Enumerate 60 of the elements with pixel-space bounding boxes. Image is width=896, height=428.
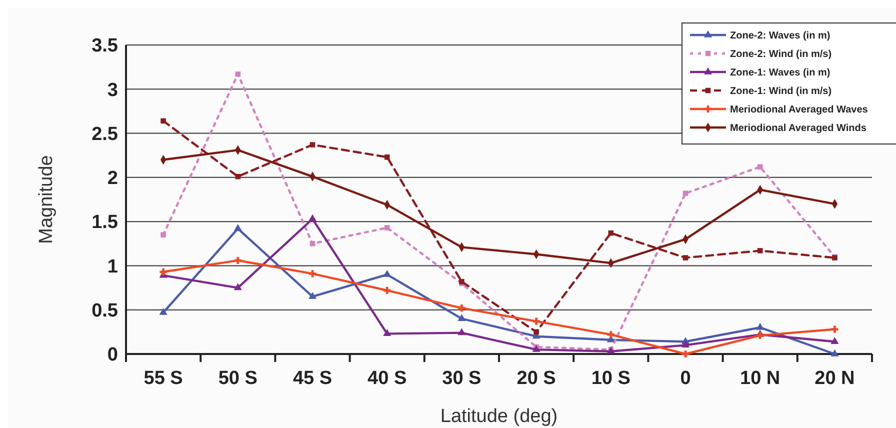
x-tick-label: 10 N	[740, 368, 780, 389]
point	[831, 326, 838, 333]
point	[682, 255, 688, 260]
point	[235, 71, 241, 77]
x-tick-label: 20 N	[814, 368, 855, 389]
point	[308, 214, 317, 222]
point	[308, 292, 317, 299]
y-axis-title: Magnitude	[36, 155, 57, 244]
point	[458, 328, 466, 336]
point	[681, 340, 690, 348]
y-tick-label: 2.5	[92, 124, 118, 145]
point	[607, 331, 614, 338]
x-tick-label: 30 S	[442, 368, 482, 389]
point	[830, 336, 839, 344]
point	[308, 270, 316, 278]
point	[532, 318, 540, 325]
y-tick-label: 3	[107, 80, 118, 101]
point	[830, 349, 839, 356]
legend-label: Zone-1: Wind (in m/s)	[730, 86, 832, 97]
point	[534, 329, 539, 335]
y-tick-label: 1.5	[92, 212, 118, 234]
x-tick-label: 10 S	[591, 368, 630, 389]
x-tick-label: 20 S	[516, 368, 556, 389]
y-tick-label: 1	[107, 256, 118, 278]
x-tick-label: 0	[680, 368, 691, 389]
legend-label: Meriodional Averaged Waves	[730, 104, 868, 116]
point	[310, 142, 316, 148]
point	[384, 154, 390, 160]
point	[234, 256, 242, 264]
point	[234, 283, 242, 290]
point	[756, 332, 764, 340]
point	[159, 308, 168, 315]
point	[384, 225, 390, 230]
point	[160, 118, 166, 124]
legend-label: Zone-2: Wind (in m/s)	[730, 49, 832, 60]
y-tick-label: 0.5	[92, 300, 118, 322]
point	[160, 232, 166, 238]
point	[757, 248, 763, 254]
point	[160, 268, 167, 276]
y-tick-label: 0	[107, 344, 118, 366]
x-tick-label: 40 S	[368, 368, 407, 389]
point	[757, 164, 763, 170]
legend-label: Meriodional Averaged Winds	[730, 123, 867, 134]
point	[756, 322, 764, 330]
legend-label: Zone-2: Waves (in m)	[730, 30, 830, 42]
point	[458, 314, 466, 322]
point	[682, 190, 688, 196]
x-tick-label: 45 S	[292, 368, 332, 389]
x-tick-label: 50 S	[218, 368, 258, 389]
x-axis-title: Latitude (deg)	[440, 406, 558, 427]
point	[383, 329, 392, 336]
point	[234, 224, 242, 231]
point	[384, 286, 391, 294]
point	[458, 304, 466, 312]
point	[383, 270, 392, 277]
point	[310, 240, 316, 246]
x-tick-label: 55 S	[144, 368, 183, 389]
legend-label: Zone-1: Waves (in m)	[730, 68, 830, 78]
y-tick-label: 3.5	[92, 36, 118, 57]
y-tick-label: 2	[107, 168, 118, 190]
